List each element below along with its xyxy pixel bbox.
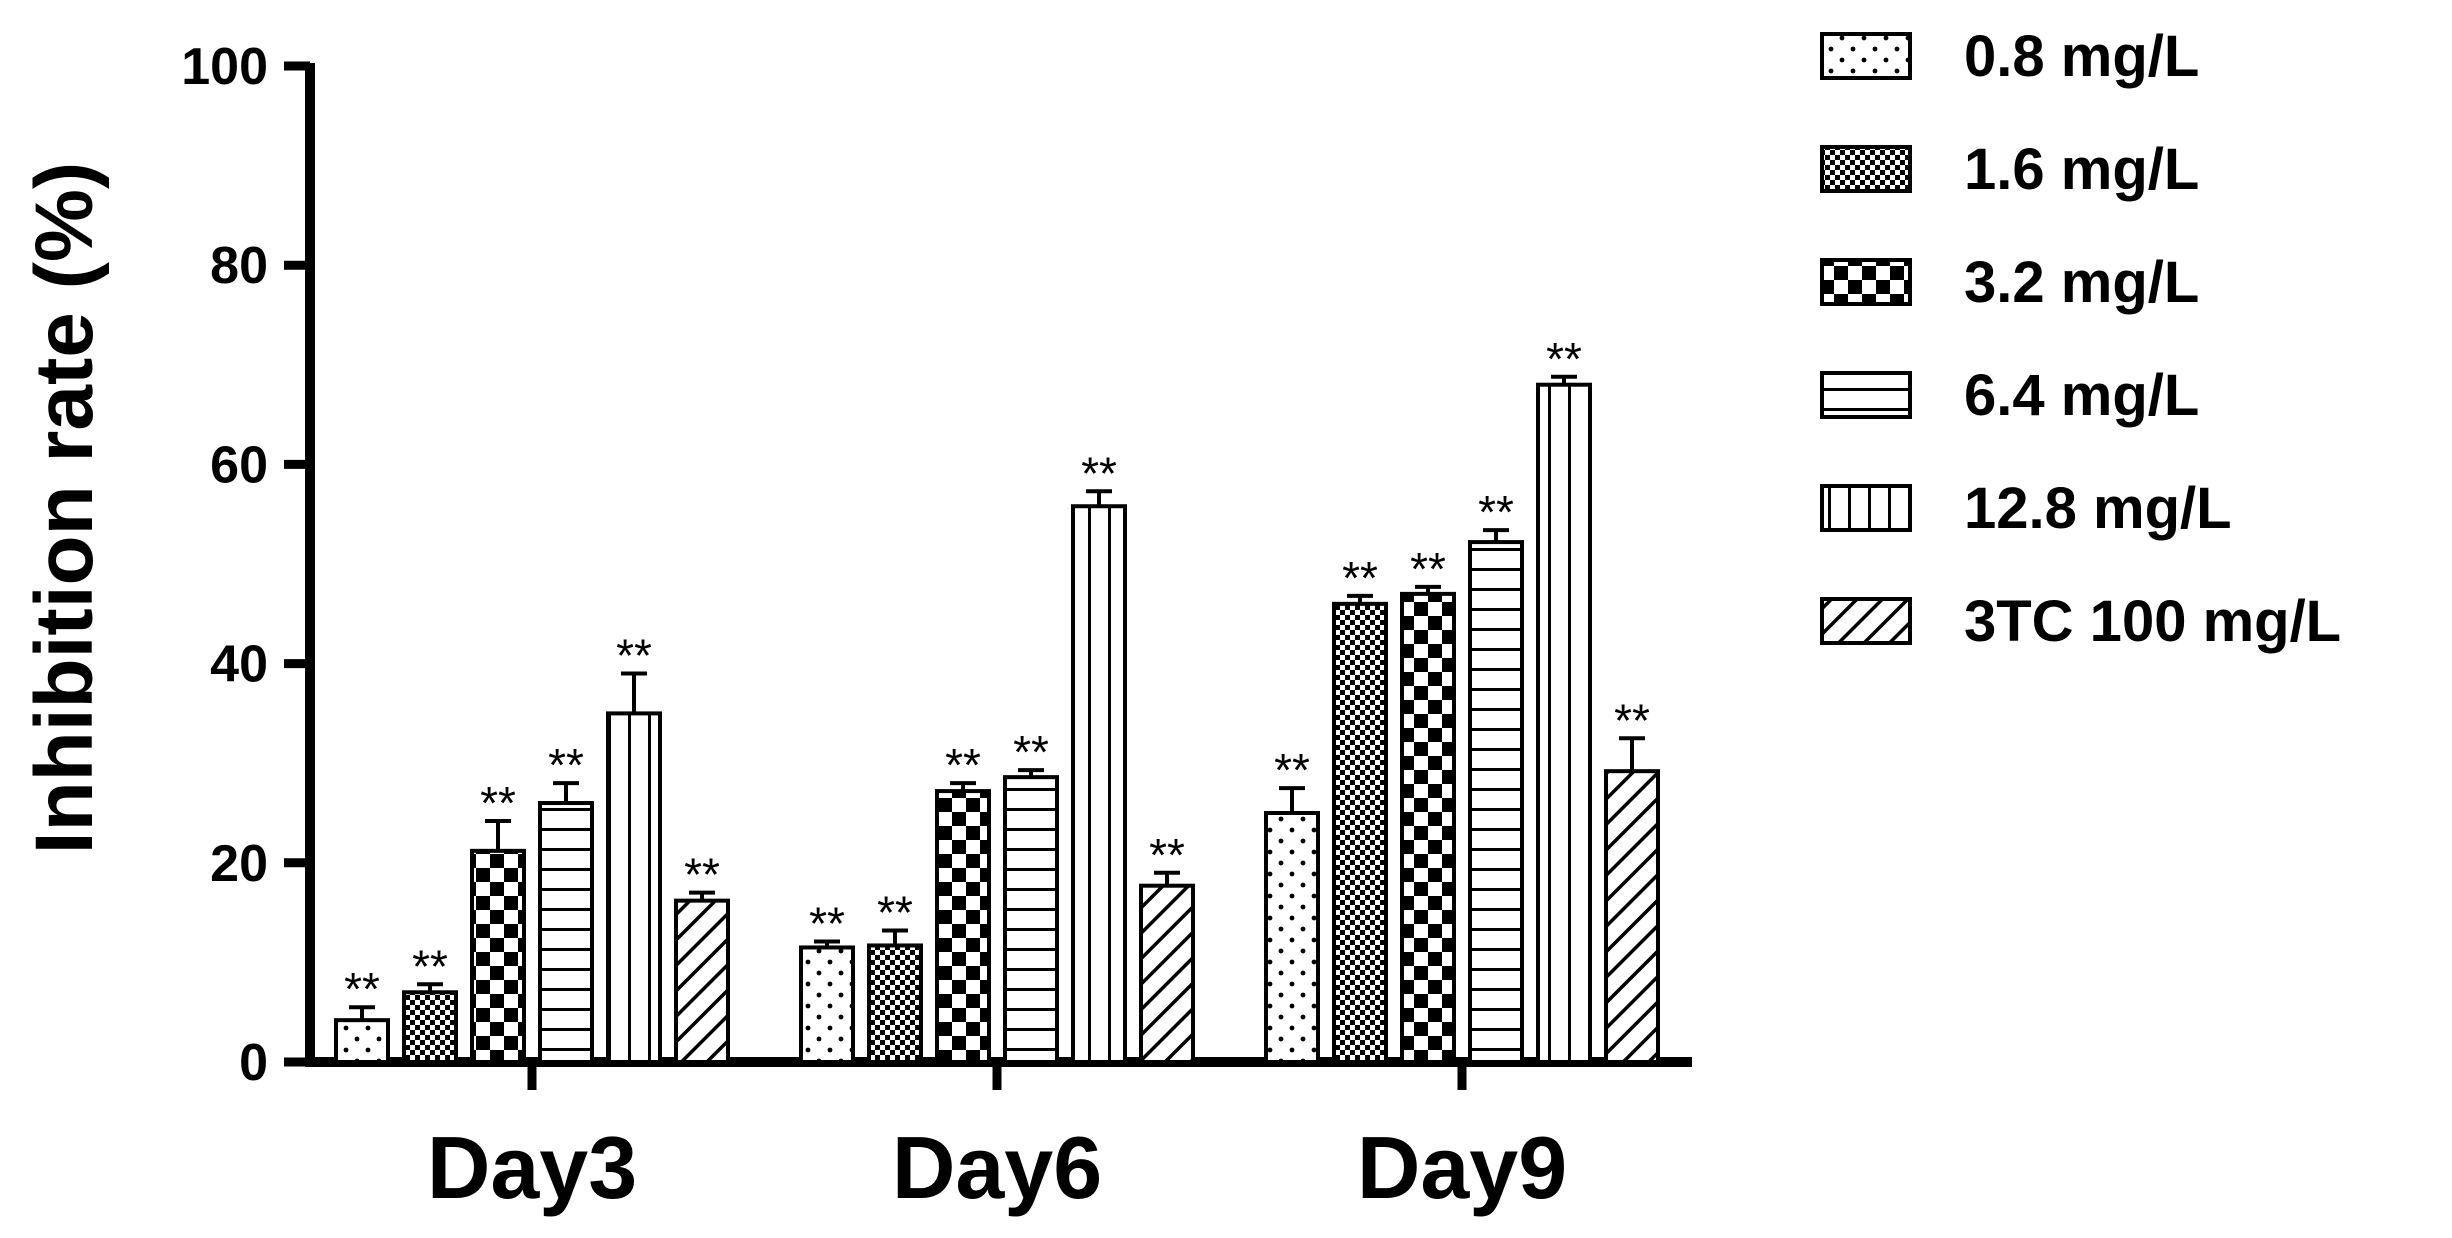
bar-day3-series-2 (402, 990, 458, 1065)
legend-swatch (1820, 32, 1912, 80)
y-tick-label: 20 (210, 835, 268, 893)
y-tick-label: 80 (210, 237, 268, 295)
legend-label: 0.8 mg/L (1964, 24, 2199, 89)
significance-label: ** (1546, 333, 1582, 385)
significance-label: ** (344, 963, 380, 1015)
x-axis: Day3 Day6 Day9 (305, 1057, 1692, 1217)
y-tick-label: 60 (210, 436, 268, 494)
significance-label: ** (1342, 552, 1378, 604)
bar-day3-series-1 (334, 1018, 390, 1065)
significance-label: ** (1410, 543, 1446, 595)
significance-label: ** (1013, 726, 1049, 778)
legend-swatch (1820, 145, 1912, 193)
bar-day9-series-2 (1332, 601, 1388, 1065)
x-tick-label: Day9 (1357, 1118, 1567, 1217)
legend-label: 3.2 mg/L (1964, 250, 2199, 315)
bar-day9-series-4 (1468, 540, 1524, 1064)
bar-day3-series-3 (470, 848, 526, 1065)
y-tick-label: 100 (181, 38, 268, 96)
significance-label: ** (480, 777, 516, 829)
significance-label: ** (1081, 447, 1117, 499)
significance-label: ** (1614, 694, 1650, 746)
x-tick-label: Day6 (892, 1118, 1102, 1217)
significance-label: ** (1478, 486, 1514, 538)
significance-label: ** (1274, 744, 1310, 796)
significance-label: ** (412, 940, 448, 992)
x-tick-label: Day3 (427, 1118, 637, 1217)
significance-label: ** (548, 739, 584, 791)
legend-label: 3TC 100 mg/L (1964, 589, 2341, 654)
legend-label: 12.8 mg/L (1964, 476, 2232, 541)
bars: ** ** ** ** ** ** ** ** ** ** ** ** ** ** ** ** ** ** (334, 333, 1660, 1065)
significance-label: ** (1149, 829, 1185, 881)
y-tick-label: 0 (239, 1034, 268, 1092)
bar-day6-series-2 (867, 943, 923, 1065)
legend-swatch (1820, 484, 1912, 532)
significance-label: ** (809, 897, 845, 949)
legend-label: 1.6 mg/L (1964, 137, 2199, 202)
bar-day9-series-1 (1264, 811, 1320, 1064)
bar-day3-series-4 (538, 801, 594, 1064)
bar-day3-series-6 (674, 898, 730, 1065)
bar-day6-series-4 (1003, 775, 1059, 1064)
bar-day6-series-1 (799, 945, 855, 1065)
significance-label: ** (684, 849, 720, 901)
legend-label: 6.4 mg/L (1964, 363, 2199, 428)
bar-day9-series-3 (1400, 591, 1456, 1064)
legend-swatch (1820, 371, 1912, 419)
bar-day6-series-6 (1139, 883, 1195, 1065)
bar-day6-series-3 (935, 789, 991, 1064)
legend-swatch (1820, 258, 1912, 306)
significance-label: ** (877, 887, 913, 939)
y-axis: 0 20 40 60 80 100 (181, 38, 315, 1092)
y-tick-label: 40 (210, 636, 268, 694)
significance-label: ** (616, 630, 652, 682)
bar-day9-series-6 (1604, 769, 1660, 1065)
bar-day3-series-5 (606, 711, 662, 1065)
bar-day9-series-5 (1536, 382, 1592, 1065)
bar-day6-series-5 (1071, 504, 1127, 1064)
legend-swatch (1820, 597, 1912, 645)
legend: 0.8 mg/L 1.6 mg/L 3.2 mg/L 6.4 mg/L 12.8 mg/… (1820, 24, 2341, 654)
y-axis-label: Inhibition rate (%) (19, 162, 110, 854)
significance-label: ** (945, 739, 981, 791)
